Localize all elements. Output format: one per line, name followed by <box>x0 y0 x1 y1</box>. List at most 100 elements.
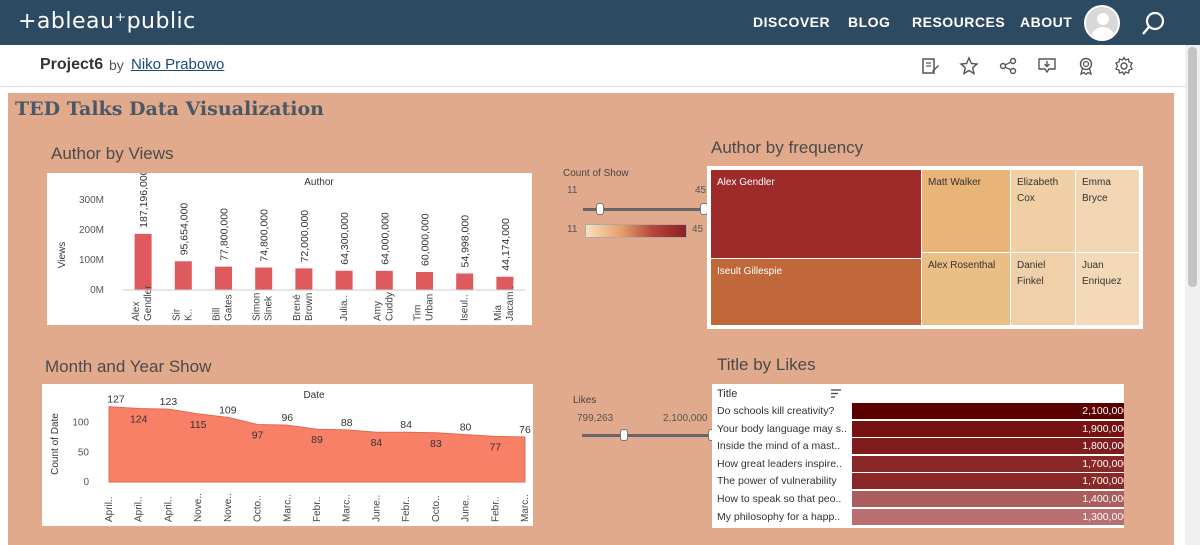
award-icon[interactable] <box>1076 56 1096 76</box>
bar-category-label: Alex <box>131 302 142 321</box>
row-likes-cell: 1,700,000 <box>852 473 1124 491</box>
area-category-label: Octo.. <box>431 495 442 522</box>
bar-data-label: 44,174,000 <box>500 218 512 271</box>
row-title: How to speak so that peo.. <box>717 493 842 505</box>
title-likes-table: Title Do schools kill creativity? 2,100,0… <box>712 384 1124 528</box>
bar-data-label: 77,800,000 <box>219 208 231 261</box>
section-author-views: Author by Views <box>51 144 174 163</box>
area-category-label: Marc.. <box>282 494 293 522</box>
area-data-label: 84 <box>371 437 383 449</box>
comment-download-icon[interactable] <box>1037 56 1057 76</box>
area-category-label: June.. <box>461 495 472 522</box>
page-scrollbar[interactable] <box>1185 45 1200 545</box>
row-likes-cell: 1,400,000 <box>852 491 1124 508</box>
treemap-cell-juan-enriquez[interactable]: Juan Enriquez <box>1076 253 1139 325</box>
bar <box>255 267 273 290</box>
by-label: by <box>109 57 124 73</box>
nav-about[interactable]: ABOUT <box>1020 14 1073 30</box>
row-likes-value: 1,400,000 <box>1082 493 1124 505</box>
nav-discover[interactable]: DISCOVER <box>753 14 831 30</box>
row-likes-value: 2,100,000 <box>1082 405 1124 417</box>
table-row[interactable]: My philosophy for a happ.. 1,300,000 <box>712 508 1124 526</box>
table-row[interactable]: Inside the mind of a mast.. 1,800,000 <box>712 438 1124 456</box>
bar <box>335 270 353 290</box>
bar-category-label: Sinek <box>264 295 275 321</box>
section-month-year: Month and Year Show <box>45 357 212 376</box>
treemap-cell-alex-gendler[interactable]: Alex Gendler <box>711 170 921 258</box>
likes-slider-track[interactable] <box>582 434 712 437</box>
bar-category-label: Brown <box>304 293 315 321</box>
area-data-label: 80 <box>460 422 472 434</box>
bar-category-label: Urban <box>425 294 436 321</box>
likes-filter-max: 2,100,000 <box>663 413 708 424</box>
likes-slider-min-handle[interactable] <box>620 429 628 441</box>
bar <box>456 273 474 290</box>
author-link[interactable]: Niko Prabowo <box>131 56 225 73</box>
star-icon[interactable] <box>959 56 979 76</box>
share-icon[interactable] <box>998 56 1018 76</box>
likes-filter-label: Likes <box>573 395 597 406</box>
nav-blog[interactable]: BLOG <box>848 14 891 30</box>
table-row[interactable]: How great leaders inspire.. 1,700,000 <box>712 455 1124 473</box>
bar-y-tick-label: 100M <box>79 255 104 266</box>
area-category-label: April.. <box>163 496 174 522</box>
tableau-public-logo[interactable]: +ableau⁺public <box>18 9 196 34</box>
table-row[interactable]: Do schools kill creativity? 2,100,000 <box>712 403 1124 420</box>
count-slider-track[interactable] <box>583 208 705 211</box>
count-filter-label: Count of Show <box>563 168 629 179</box>
table-row[interactable]: The power of vulnerability 1,700,000 <box>712 473 1124 491</box>
area-data-label: 97 <box>252 429 264 441</box>
bar-data-label: 54,998,000 <box>460 215 472 268</box>
treemap-cell-alex-rosenthal[interactable]: Alex Rosenthal <box>922 253 1010 325</box>
bar <box>174 261 192 290</box>
scrollbar-thumb[interactable] <box>1188 47 1197 287</box>
dashboard-title: TED Talks Data Visualization <box>15 98 324 120</box>
area-data-label: 109 <box>219 404 237 416</box>
treemap-cell-daniel-finkel[interactable]: Daniel Finkel <box>1011 253 1075 325</box>
bar-data-label: 72,000,000 <box>299 210 311 263</box>
treemap-cell-emma-bryce[interactable]: Emma Bryce <box>1076 170 1139 252</box>
bar-category-label: Cuddy <box>384 292 395 321</box>
row-likes-cell: 1,700,000 <box>852 455 1124 473</box>
bar-data-label: 95,654,000 <box>178 203 190 256</box>
treemap-cell-iseult-gillespie[interactable]: Iseult Gillespie <box>711 259 921 325</box>
treemap-cell-elizabeth-cox[interactable]: Elizabeth Cox <box>1011 170 1075 252</box>
bar-category-label: Iseul.. <box>460 294 471 321</box>
bar-category-label: Bill <box>212 308 223 321</box>
area-category-label: Octo.. <box>253 495 264 522</box>
nav-resources[interactable]: RESOURCES <box>912 14 1006 30</box>
area-data-label: 115 <box>190 419 207 431</box>
author-views-chart[interactable]: Author Views 0M 100M 200M 300M 187,196,000 Alex… <box>47 169 532 325</box>
bar-data-label: 64,000,000 <box>379 212 391 265</box>
table-row[interactable]: Your body language may s.. 1,900,000 <box>712 420 1124 438</box>
bar <box>134 233 152 290</box>
area-data-label: 96 <box>281 412 293 424</box>
row-likes-value: 1,700,000 <box>1082 457 1124 470</box>
section-title-likes: Title by Likes <box>717 355 816 374</box>
area-category-label: Nove.. <box>193 493 204 522</box>
row-likes-value: 1,900,000 <box>1082 422 1124 435</box>
bar-y-axis-label: Views <box>57 242 68 269</box>
project-header: Project6 by Niko Prabowo <box>0 45 1200 87</box>
row-title: The power of vulnerability <box>717 475 837 488</box>
treemap-cell-matt-walker[interactable]: Matt Walker <box>922 170 1010 252</box>
area-y-tick-label: 50 <box>78 447 90 458</box>
gear-icon[interactable] <box>1114 56 1134 76</box>
count-slider-min-handle[interactable] <box>596 203 604 215</box>
edit-copy-icon[interactable] <box>920 56 940 76</box>
avatar[interactable] <box>1084 5 1120 41</box>
area-data-label: 77 <box>489 441 501 453</box>
title-column-header[interactable]: Title <box>717 388 738 400</box>
row-likes-value: 1,300,000 <box>1082 510 1124 523</box>
area-data-label: 76 <box>519 424 531 436</box>
search-icon[interactable] <box>1140 9 1168 37</box>
area-data-label: 127 <box>107 394 125 406</box>
sort-icon[interactable] <box>830 388 842 399</box>
row-title: How great leaders inspire.. <box>717 457 842 470</box>
area-data-label: 84 <box>400 419 412 431</box>
area-category-label: Marc.. <box>342 494 353 522</box>
row-likes-cell: 1,800,000 <box>852 438 1124 456</box>
month-year-chart[interactable]: Date Count of Date 0 50 100 127 April.. 124 Apri… <box>42 384 533 526</box>
table-row[interactable]: How to speak so that peo.. 1,400,000 <box>712 491 1124 508</box>
row-title: Your body language may s.. <box>717 422 847 435</box>
